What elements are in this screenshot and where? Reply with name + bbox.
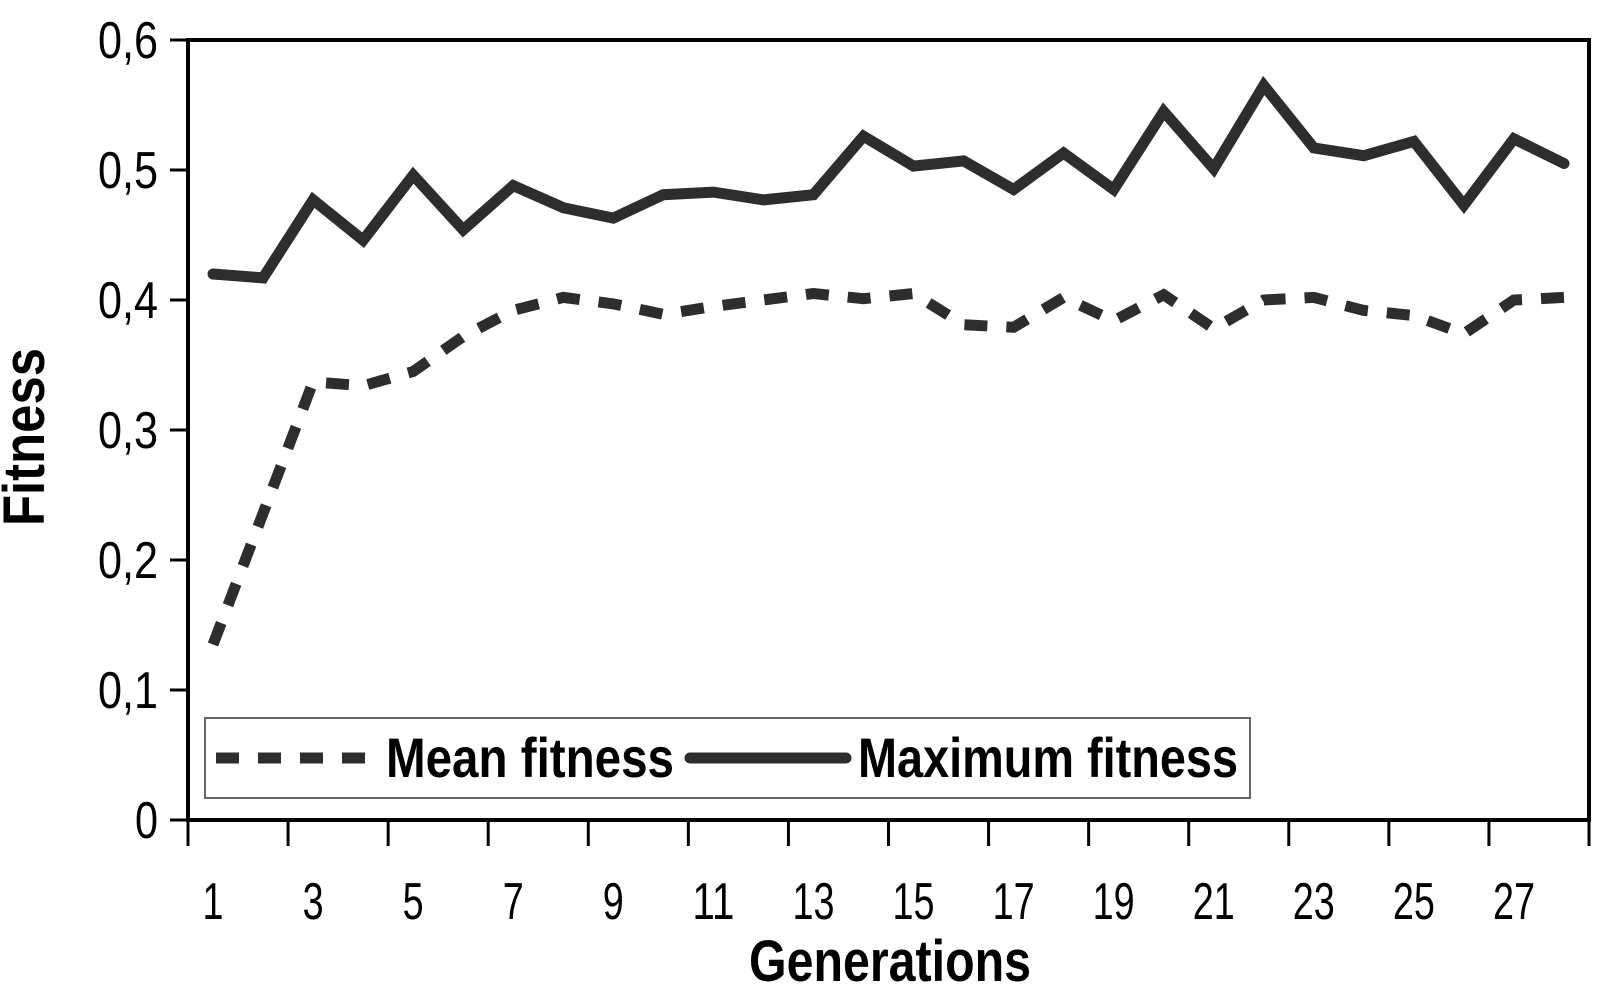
x-tick-label: 5 (403, 873, 424, 931)
x-tick-label: 7 (503, 873, 524, 931)
legend: Mean fitness Maximum fitness (204, 717, 1251, 799)
x-tick-label: 19 (1093, 873, 1135, 931)
y-tick-label: 0,2 (98, 532, 158, 590)
x-tick-label: 15 (893, 873, 935, 931)
x-tick-label: 25 (1393, 873, 1435, 931)
x-axis-ticks: 1 3 5 7 9 11 13 15 17 19 21 23 25 27 (186, 820, 1591, 931)
y-axis-title: Fitness (0, 348, 57, 526)
x-tick-label: 3 (303, 873, 324, 931)
x-tick-label: 23 (1293, 873, 1335, 931)
x-tick-label: 17 (993, 873, 1035, 931)
y-tick-label: 0 (135, 792, 158, 850)
x-tick-label: 27 (1493, 873, 1535, 931)
y-tick-label: 0,3 (98, 402, 158, 460)
x-tick-label: 1 (203, 873, 224, 931)
legend-maximum-fitness-label: Maximum fitness (858, 726, 1238, 789)
y-tick-label: 0,5 (98, 142, 158, 200)
y-tick-label: 0,4 (98, 272, 158, 330)
x-tick-label: 21 (1193, 873, 1235, 931)
maximum-fitness-line (207, 75, 1570, 284)
y-tick-label: 0,6 (98, 12, 158, 70)
x-tick-label: 13 (792, 873, 834, 931)
x-tick-label: 9 (603, 873, 624, 931)
y-axis-ticks: 0 0,1 0,2 0,3 0,4 0,5 0,6 (98, 12, 188, 850)
legend-mean-fitness-label: Mean fitness (386, 726, 674, 789)
x-tick-label: 11 (692, 873, 734, 931)
x-axis-title: Generations (749, 929, 1031, 994)
y-tick-label: 0,1 (98, 662, 158, 720)
plot-area (186, 38, 1591, 822)
